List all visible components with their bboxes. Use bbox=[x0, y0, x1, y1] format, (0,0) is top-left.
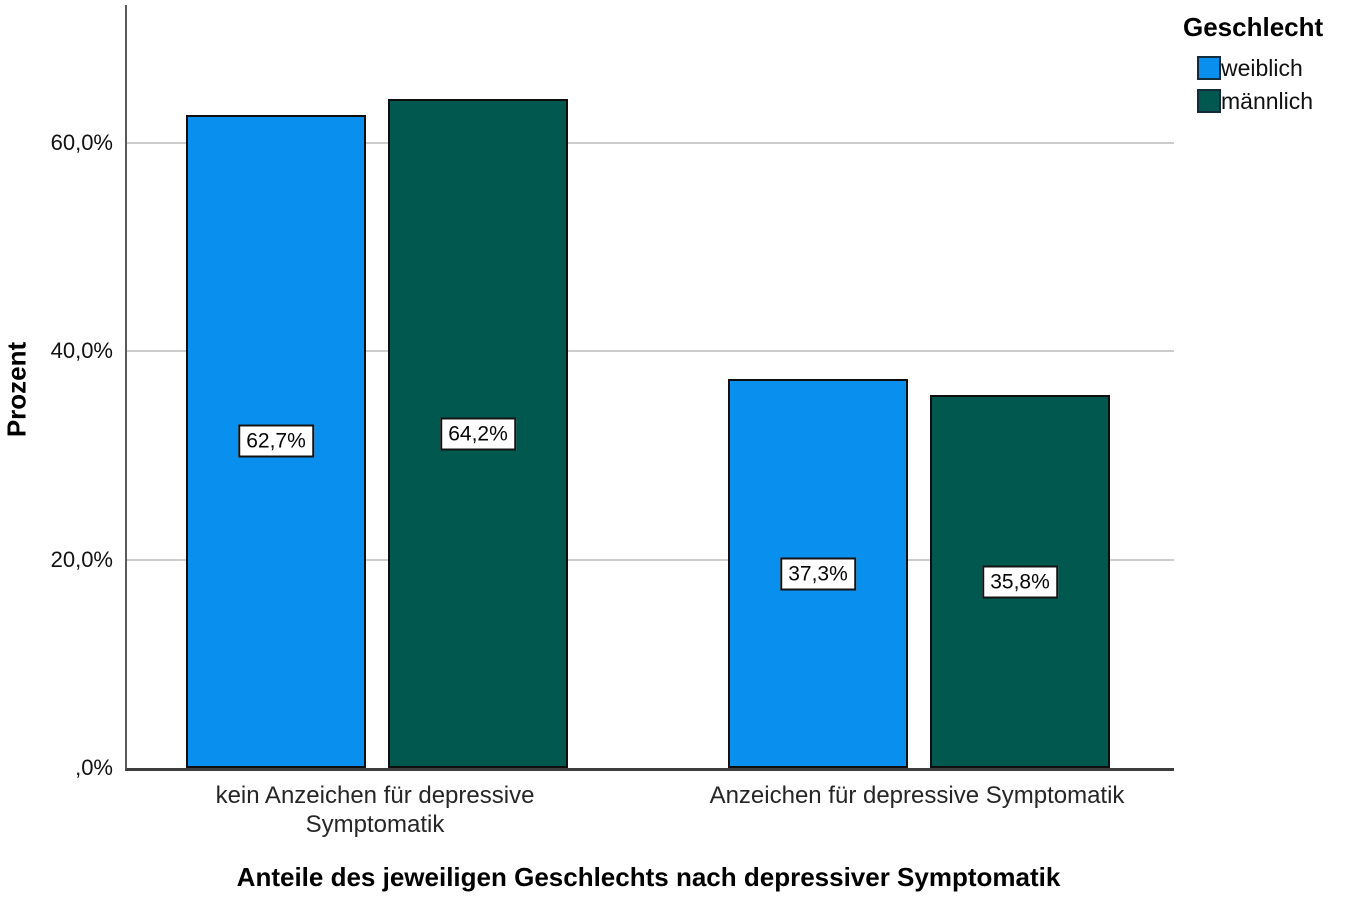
bar-weiblich-group2: 37,3% bbox=[728, 379, 908, 768]
bar-weiblich-group1: 62,7% bbox=[186, 114, 366, 768]
legend-title: Geschlecht bbox=[1183, 12, 1324, 42]
legend-swatch-icon bbox=[1197, 89, 1221, 113]
chart-title: Anteile des jeweiligen Geschlechts nach … bbox=[236, 862, 1061, 892]
bar-data-label: 35,8% bbox=[982, 565, 1058, 599]
bar-männlich-group1: 64,2% bbox=[388, 99, 568, 768]
bar-data-label: 62,7% bbox=[238, 424, 314, 458]
gridline bbox=[127, 350, 1174, 353]
gridline bbox=[127, 558, 1174, 561]
legend-swatch-icon bbox=[1197, 56, 1221, 80]
legend-label: männlich bbox=[1221, 88, 1314, 114]
y-tick-label: ,0% bbox=[75, 755, 113, 780]
legend-item-weiblich: weiblich bbox=[1197, 55, 1323, 81]
bar-data-label: 64,2% bbox=[440, 417, 516, 451]
gridline bbox=[127, 142, 1174, 145]
legend-label: weiblich bbox=[1221, 55, 1303, 81]
y-tick-label: 40,0% bbox=[50, 338, 113, 364]
plot-area: 62,7% 64,2% 37,3% 35,8% bbox=[125, 5, 1174, 771]
legend-item-männlich: männlich bbox=[1197, 88, 1323, 114]
bar-data-label: 37,3% bbox=[780, 557, 856, 591]
y-tick-label: 60,0% bbox=[50, 130, 113, 156]
bar-männlich-group2: 35,8% bbox=[930, 395, 1110, 768]
y-tick-label: 20,0% bbox=[50, 546, 113, 572]
legend-items: weiblich männlich bbox=[1183, 55, 1323, 114]
legend: Geschlecht weiblich männlich bbox=[1183, 12, 1323, 121]
x-category-label: kein Anzeichen für depressive Symptomati… bbox=[215, 782, 535, 838]
x-category-label: Anzeichen für depressive Symptomatik bbox=[709, 782, 1125, 809]
